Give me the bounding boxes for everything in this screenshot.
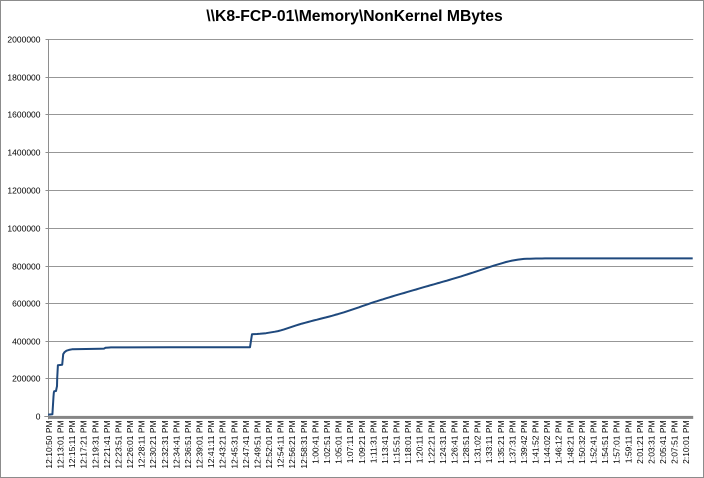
svg-text:1:33:11 PM: 1:33:11 PM [484, 420, 494, 463]
svg-text:12:39:01 PM: 12:39:01 PM [195, 420, 205, 468]
svg-text:1200000: 1200000 [7, 186, 40, 196]
svg-text:2:10:01 PM: 2:10:01 PM [681, 420, 691, 463]
svg-text:1600000: 1600000 [7, 110, 40, 120]
svg-text:12:43:21 PM: 12:43:21 PM [218, 420, 228, 468]
svg-text:12:36:51 PM: 12:36:51 PM [183, 420, 193, 468]
svg-text:1:48:21 PM: 1:48:21 PM [565, 420, 575, 463]
svg-text:2000000: 2000000 [7, 35, 40, 45]
svg-text:2:07:51 PM: 2:07:51 PM [670, 420, 680, 463]
svg-text:12:49:51 PM: 12:49:51 PM [252, 420, 262, 468]
svg-text:1:39:42 PM: 1:39:42 PM [519, 420, 529, 463]
svg-text:12:15:11 PM: 12:15:11 PM [67, 420, 77, 468]
svg-text:12:21:41 PM: 12:21:41 PM [102, 420, 112, 468]
svg-text:800000: 800000 [12, 262, 41, 272]
svg-text:1:37:31 PM: 1:37:31 PM [507, 420, 517, 463]
svg-text:400000: 400000 [12, 337, 41, 347]
svg-text:200000: 200000 [12, 374, 41, 384]
svg-text:1:35:21 PM: 1:35:21 PM [496, 420, 506, 463]
svg-text:12:45:31 PM: 12:45:31 PM [229, 420, 239, 468]
svg-text:12:58:31 PM: 12:58:31 PM [299, 420, 309, 468]
svg-text:2:03:31 PM: 2:03:31 PM [646, 420, 656, 463]
svg-text:1:57:01 PM: 1:57:01 PM [612, 420, 622, 463]
svg-text:1:41:52 PM: 1:41:52 PM [531, 420, 541, 463]
svg-text:12:56:21 PM: 12:56:21 PM [287, 420, 297, 468]
svg-text:1:13:41 PM: 1:13:41 PM [380, 420, 390, 463]
svg-text:1:26:41 PM: 1:26:41 PM [449, 420, 459, 463]
svg-text:1:50:32 PM: 1:50:32 PM [577, 420, 587, 463]
svg-text:1:09:21 PM: 1:09:21 PM [357, 420, 367, 463]
svg-text:600000: 600000 [12, 299, 41, 309]
svg-text:12:41:11 PM: 12:41:11 PM [206, 420, 216, 468]
svg-text:1000000: 1000000 [7, 224, 40, 234]
svg-text:1800000: 1800000 [7, 73, 40, 83]
svg-text:1:46:12 PM: 1:46:12 PM [554, 420, 564, 463]
svg-text:12:28:11 PM: 12:28:11 PM [137, 420, 147, 468]
svg-text:1:24:31 PM: 1:24:31 PM [438, 420, 448, 463]
svg-text:1:11:31 PM: 1:11:31 PM [368, 420, 378, 463]
svg-text:1:44:02 PM: 1:44:02 PM [542, 420, 552, 463]
svg-text:12:23:51 PM: 12:23:51 PM [113, 420, 123, 468]
svg-text:12:19:31 PM: 12:19:31 PM [90, 420, 100, 468]
svg-text:12:26:01 PM: 12:26:01 PM [125, 420, 135, 468]
svg-text:1:22:21 PM: 1:22:21 PM [426, 420, 436, 463]
svg-text:12:17:21 PM: 12:17:21 PM [79, 420, 89, 468]
svg-text:1:31:02 PM: 1:31:02 PM [473, 420, 483, 463]
svg-text:12:10:50 PM: 12:10:50 PM [44, 420, 54, 468]
svg-text:1:59:11 PM: 1:59:11 PM [623, 420, 633, 463]
svg-text:1:07:11 PM: 1:07:11 PM [345, 420, 355, 463]
svg-text:1:02:51 PM: 1:02:51 PM [322, 420, 332, 463]
svg-text:12:13:01 PM: 12:13:01 PM [55, 420, 65, 468]
svg-text:1:05:01 PM: 1:05:01 PM [334, 420, 344, 463]
svg-text:12:34:41 PM: 12:34:41 PM [171, 420, 181, 468]
svg-text:0: 0 [36, 412, 41, 422]
svg-text:1:00:41 PM: 1:00:41 PM [310, 420, 320, 463]
svg-text:12:52:01 PM: 12:52:01 PM [264, 420, 274, 468]
svg-text:1:52:41 PM: 1:52:41 PM [589, 420, 599, 463]
svg-text:1:20:11 PM: 1:20:11 PM [415, 420, 425, 463]
svg-text:12:54:11 PM: 12:54:11 PM [276, 420, 286, 468]
svg-text:1:15:51 PM: 1:15:51 PM [392, 420, 402, 463]
svg-text:1400000: 1400000 [7, 148, 40, 158]
svg-text:2:05:41 PM: 2:05:41 PM [658, 420, 668, 463]
svg-text:\\K8-FCP-01\Memory\NonKernel M: \\K8-FCP-01\Memory\NonKernel MBytes [206, 8, 503, 25]
svg-text:12:32:31 PM: 12:32:31 PM [160, 420, 170, 468]
svg-text:1:54:51 PM: 1:54:51 PM [600, 420, 610, 463]
svg-text:12:47:41 PM: 12:47:41 PM [241, 420, 251, 468]
svg-text:12:30:21 PM: 12:30:21 PM [148, 420, 158, 468]
svg-text:1:28:51 PM: 1:28:51 PM [461, 420, 471, 463]
svg-text:1:18:01 PM: 1:18:01 PM [403, 420, 413, 463]
svg-text:2:01:21 PM: 2:01:21 PM [635, 420, 645, 463]
